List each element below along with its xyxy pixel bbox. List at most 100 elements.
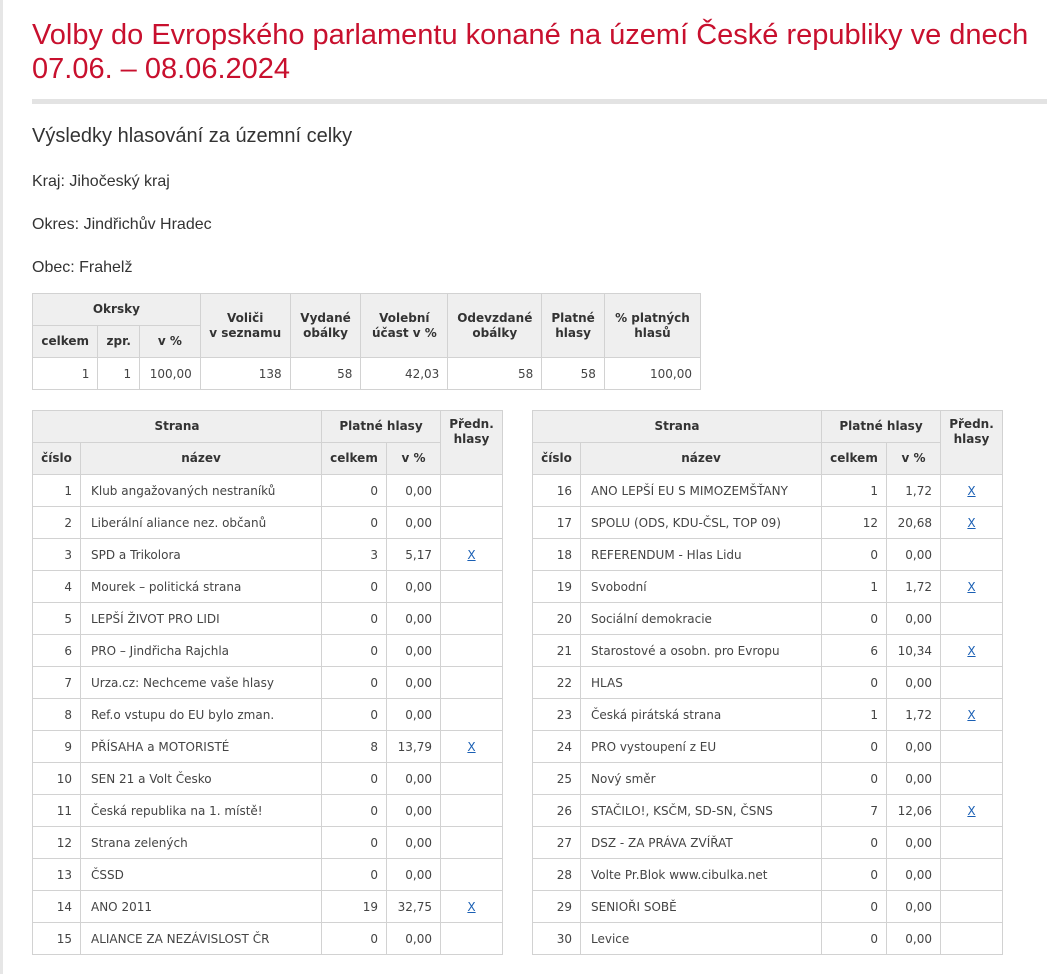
party-number: 12 (32, 826, 81, 859)
header-strana: Strana (32, 410, 322, 443)
party-pct: 1,72 (886, 698, 941, 731)
party-number: 24 (532, 730, 581, 763)
header-celkem: celkem (821, 442, 887, 475)
party-name: Liberální aliance nez. občanů (80, 506, 322, 539)
preference-votes-cell: X (940, 634, 1003, 667)
party-votes: 0 (321, 666, 387, 699)
party-row: 5 LEPŠÍ ŽIVOT PRO LIDI 0 0,00 (32, 602, 503, 635)
party-row: 4 Mourek – politická strana 0 0,00 (32, 570, 503, 603)
party-row: 18 REFERENDUM - Hlas Lidu 0 0,00 (532, 538, 1003, 571)
party-votes: 0 (821, 602, 887, 635)
party-name: ALIANCE ZA NEZÁVISLOST ČR (80, 922, 322, 955)
party-pct: 0,00 (386, 762, 441, 795)
party-name: PRO vystoupení z EU (580, 730, 822, 763)
preference-votes-cell (940, 730, 1003, 763)
municipality-label: Obec: Frahelž (32, 259, 133, 276)
header-predn-hlasy: Předn. hlasy (440, 410, 503, 475)
header-v-pct: v % (386, 442, 441, 475)
party-pct: 0,00 (386, 506, 441, 539)
party-pct: 20,68 (886, 506, 941, 539)
party-pct: 10,34 (886, 634, 941, 667)
party-name: HLAS (580, 666, 822, 699)
party-row: 19 Svobodní 1 1,72 X (532, 570, 1003, 603)
party-name: PŘÍSAHA a MOTORISTÉ (80, 730, 322, 763)
header-pct-platnych: % platných hlasů (603, 293, 702, 358)
preference-votes-cell (440, 570, 503, 603)
party-votes: 6 (821, 634, 887, 667)
party-number: 5 (32, 602, 81, 635)
preference-votes-cell (440, 826, 503, 859)
section-title: Výsledky hlasování za územní celky (32, 125, 353, 147)
party-number: 26 (532, 794, 581, 827)
party-row: 20 Sociální demokracie 0 0,00 (532, 602, 1003, 635)
party-name: ANO 2011 (80, 890, 322, 923)
party-pct: 13,79 (386, 730, 441, 763)
party-number: 17 (532, 506, 581, 539)
preference-votes-link[interactable]: X (967, 483, 976, 498)
preference-votes-cell: X (940, 474, 1003, 507)
party-name: Volte Pr.Blok www.cibulka.net (580, 858, 822, 891)
preference-votes-link[interactable]: X (467, 739, 476, 754)
party-row: 8 Ref.o vstupu do EU bylo zman. 0 0,00 (32, 698, 503, 731)
party-row: 12 Strana zelených 0 0,00 (32, 826, 503, 859)
party-number: 18 (532, 538, 581, 571)
party-votes: 19 (321, 890, 387, 923)
preference-votes-link[interactable]: X (467, 547, 476, 562)
party-row: 10 SEN 21 a Volt Česko 0 0,00 (32, 762, 503, 795)
party-votes: 0 (321, 474, 387, 507)
header-okrsky: Okrsky (32, 293, 201, 326)
party-number: 8 (32, 698, 81, 731)
party-votes: 7 (821, 794, 887, 827)
preference-votes-link[interactable]: X (967, 707, 976, 722)
party-votes: 0 (821, 538, 887, 571)
header-celkem: celkem (321, 442, 387, 475)
party-votes: 0 (321, 826, 387, 859)
party-name: Ref.o vstupu do EU bylo zman. (80, 698, 322, 731)
preference-votes-cell (940, 890, 1003, 923)
header-ucast: Volební účast v % (360, 293, 449, 358)
party-row: 15 ALIANCE ZA NEZÁVISLOST ČR 0 0,00 (32, 922, 503, 955)
party-row: 23 Česká pirátská strana 1 1,72 X (532, 698, 1003, 731)
party-row: 29 SENIOŘI SOBĚ 0 0,00 (532, 890, 1003, 923)
header-odevzdane: Odevzdané obálky (447, 293, 543, 358)
party-row: 16 ANO LEPŠÍ EU S MIMOZEMŠŤANY 1 1,72 X (532, 474, 1003, 507)
party-name: Mourek – politická strana (80, 570, 322, 603)
party-number: 14 (32, 890, 81, 923)
party-row: 24 PRO vystoupení z EU 0 0,00 (532, 730, 1003, 763)
divider (32, 99, 1047, 104)
party-number: 11 (32, 794, 81, 827)
party-number: 23 (532, 698, 581, 731)
party-table-left: Strana Platné hlasy Předn. hlasy číslo ná… (32, 410, 503, 955)
party-number: 21 (532, 634, 581, 667)
preference-votes-link[interactable]: X (967, 803, 976, 818)
preference-votes-cell: X (940, 506, 1003, 539)
party-number: 20 (532, 602, 581, 635)
party-pct: 1,72 (886, 570, 941, 603)
party-number: 1 (32, 474, 81, 507)
party-number: 29 (532, 890, 581, 923)
party-pct: 0,00 (886, 762, 941, 795)
party-votes: 12 (821, 506, 887, 539)
preference-votes-cell (440, 474, 503, 507)
header-strana: Strana (532, 410, 822, 443)
preference-votes-link[interactable]: X (467, 899, 476, 914)
preference-votes-cell (940, 538, 1003, 571)
preference-votes-link[interactable]: X (967, 579, 976, 594)
header-v-pct: v % (139, 325, 201, 358)
party-row: 9 PŘÍSAHA a MOTORISTÉ 8 13,79 X (32, 730, 503, 763)
party-pct: 0,00 (386, 634, 441, 667)
party-name: ČSSD (80, 858, 322, 891)
party-pct: 0,00 (886, 538, 941, 571)
header-cislo: číslo (532, 442, 581, 475)
party-votes: 0 (321, 506, 387, 539)
preference-votes-link[interactable]: X (967, 515, 976, 530)
party-row: 27 DSZ - ZA PRÁVA ZVÍŘAT 0 0,00 (532, 826, 1003, 859)
page-title: Volby do Evropského parlamentu konané na… (32, 19, 1029, 85)
preference-votes-cell: X (940, 794, 1003, 827)
district-label: Okres: Jindřichův Hradec (32, 216, 212, 233)
preference-votes-cell (440, 602, 503, 635)
party-pct: 5,17 (386, 538, 441, 571)
party-row: 6 PRO – Jindřicha Rajchla 0 0,00 (32, 634, 503, 667)
preference-votes-link[interactable]: X (967, 643, 976, 658)
preference-votes-cell: X (940, 698, 1003, 731)
